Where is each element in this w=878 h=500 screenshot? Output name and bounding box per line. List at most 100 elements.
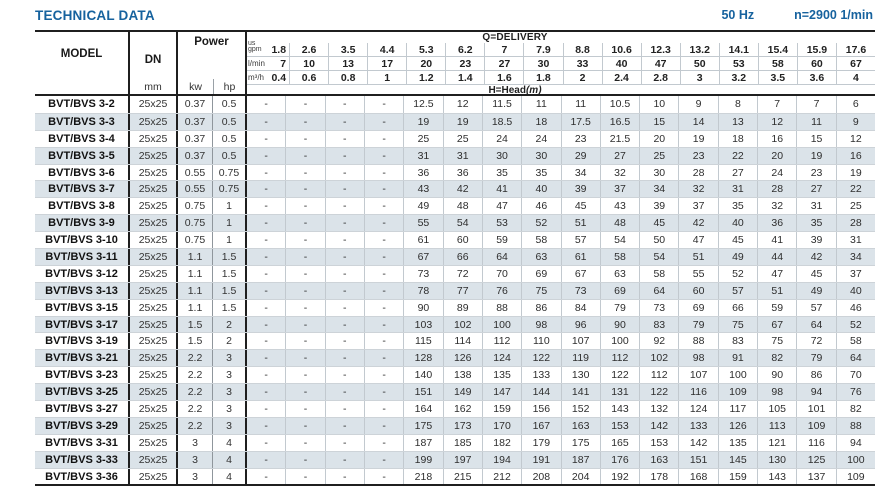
head-value-cell: - (363, 299, 403, 316)
head-value-cell: - (264, 335, 268, 348)
unit-label: us gpm (248, 40, 262, 54)
hp-cell: 3 (213, 384, 247, 401)
hp-cell: 0.5 (213, 130, 247, 147)
head-value-cell: - (285, 198, 324, 215)
head-value-cell: 115 (403, 333, 442, 350)
power-units-row: kw hp (178, 79, 245, 94)
head-value-cell: - (324, 96, 364, 113)
head-value-cell: 25 (835, 198, 875, 215)
head-value-cell: 23 (678, 147, 717, 164)
head-value-cell: 22 (835, 181, 875, 198)
head-value-cell: 30 (639, 164, 678, 181)
page-header: TECHNICAL DATA 50 Hz n=2900 1/min (35, 0, 875, 30)
head-value-cell: 90 (403, 299, 442, 316)
model-cell: BVT/BVS 3-2 (35, 96, 130, 113)
head-value-cell: 73 (560, 282, 600, 299)
delivery-unit-cell: 20 (406, 57, 445, 70)
delivery-unit-rows: us gpm 1.8 2.6 3.5 4.4 5.3 6.2 7 7.9 8.8 10.6 12.3 13… (247, 40, 875, 85)
head-value-cell: 24 (757, 164, 796, 181)
head-value-cell: 12 (757, 113, 796, 130)
table-header: MODEL DN mm Power kw hp Q=DELIVERY us gpm… (35, 30, 875, 96)
hp-cell: 1 (213, 232, 247, 249)
delivery-unit-cell: 5.3 (406, 43, 445, 56)
model-column-header: MODEL (35, 32, 130, 94)
table-row: BVT/BVS 3-21 25x25 2.2 3- - - -128 126 124 122 119… (35, 349, 875, 367)
head-value-cell: 7 (757, 96, 796, 113)
head-value-cell: 159 (481, 401, 521, 417)
head-value-cell: 204 (560, 468, 600, 485)
head-value-cell: 112 (639, 367, 678, 384)
model-cell: BVT/BVS 3-10 (35, 232, 130, 249)
power-column-header: Power kw hp (178, 32, 247, 94)
head-value-cell: - (363, 147, 403, 164)
head-value-cell: - (285, 181, 324, 198)
head-value-cell: 84 (560, 299, 600, 316)
table-row: BVT/BVS 3-7 25x25 0.55 0.75- - - -43 42 41 40 39 37… (35, 180, 875, 198)
delivery-unit-cell: 17.6 (835, 43, 875, 56)
head-value-cell: 113 (757, 417, 796, 434)
model-cell: BVT/BVS 3-9 (35, 215, 130, 232)
head-value-cell: 42 (678, 215, 717, 232)
head-value-cell: - (363, 198, 403, 215)
head-value-cell: 40 (717, 215, 757, 232)
head-value-cell: 75 (717, 316, 757, 333)
head-value-cell: 25 (639, 147, 678, 164)
head-value-cell: 140 (403, 367, 442, 384)
head-value-cell: - (363, 350, 403, 367)
head-value-cell: 24 (521, 130, 560, 147)
delivery-unit-cell: 27 (484, 57, 523, 70)
dn-cell: 25x25 (130, 451, 178, 468)
head-value-cell: - (285, 265, 324, 282)
head-value-cell: 77 (442, 282, 482, 299)
head-value-cell: 101 (796, 401, 835, 417)
kw-cell: 3 (178, 451, 213, 468)
head-value-cell: 31 (403, 147, 442, 164)
delivery-unit-cell: 3.6 (796, 71, 836, 84)
head-value-cell: 39 (560, 181, 600, 198)
head-value-cell: 31 (796, 198, 835, 215)
head-value-cell: 153 (639, 434, 678, 451)
table-row: BVT/BVS 3-36 25x25 3 4- - - -218 215 212 208 204 19… (35, 467, 875, 485)
head-value-cell: 88 (481, 299, 521, 316)
table-row: BVT/BVS 3-2 25x25 0.37 0.5- - - -12.5 12 11.5 11 1… (35, 96, 875, 113)
delivery-label: Q=DELIVERY (482, 32, 548, 43)
delivery-unit-cell: 14.1 (718, 43, 758, 56)
head-value-cell: 19 (796, 147, 835, 164)
delivery-unit-cell: 10.6 (601, 43, 641, 56)
head-value-cell: 194 (481, 451, 521, 468)
dn-cell: 25x25 (130, 130, 178, 147)
head-value-cell: - (363, 181, 403, 198)
head-value-cell: 192 (599, 468, 639, 485)
head-value-cell: 164 (403, 401, 442, 417)
head-value-cell: - (264, 149, 268, 162)
delivery-unit-cell: 6.2 (445, 43, 484, 56)
head-value-cell: 51 (560, 215, 600, 232)
head-value-cell: 53 (481, 215, 521, 232)
head-value-cell: 156 (521, 401, 560, 417)
head-value-cell: - (285, 215, 324, 232)
head-value-cell: 19 (835, 164, 875, 181)
head-value-cell: 124 (678, 401, 717, 417)
head-value-cell: 100 (599, 333, 639, 350)
dn-cell: 25x25 (130, 367, 178, 384)
head-value-cell: 30 (481, 147, 521, 164)
head-value-cell: 86 (521, 299, 560, 316)
head-value-cell: 45 (796, 265, 835, 282)
head-label: H=Head(m) (488, 85, 542, 96)
head-value-cell: - (363, 113, 403, 130)
head-value-cell: 103 (403, 316, 442, 333)
head-value-cell: 9 (835, 113, 875, 130)
head-value-cell: - (324, 249, 364, 265)
dn-cell: 25x25 (130, 299, 178, 316)
kw-unit-label: kw (189, 81, 202, 93)
head-value-cell: 16 (835, 147, 875, 164)
head-value-cell: - (363, 434, 403, 451)
dn-column-header: DN mm (130, 32, 178, 94)
head-value-cell: 55 (403, 215, 442, 232)
delivery-unit-cell: 2.4 (601, 71, 641, 84)
head-value-cell: 114 (442, 333, 482, 350)
head-value-cell: 138 (442, 367, 482, 384)
frequency-label: 50 Hz (721, 8, 755, 22)
hp-cell: 4 (213, 468, 247, 485)
model-cell: BVT/BVS 3-36 (35, 468, 130, 485)
